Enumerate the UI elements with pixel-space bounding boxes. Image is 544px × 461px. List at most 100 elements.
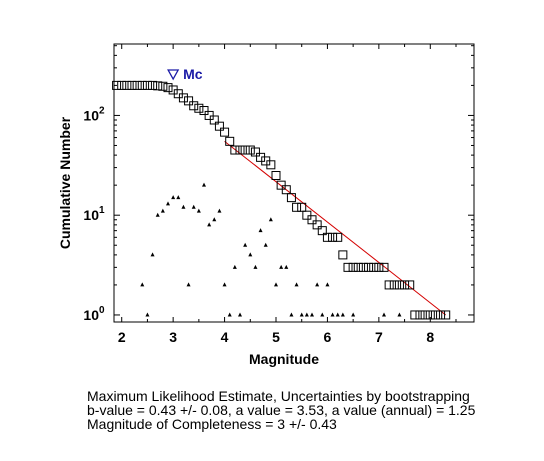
cumulative-point: [178, 93, 188, 103]
cumulative-point: [369, 262, 379, 272]
cumulative-point: [328, 232, 338, 242]
cumulative-point: [348, 262, 358, 272]
cumulative-point: [322, 232, 332, 242]
x-axis-label: Magnitude: [249, 351, 319, 367]
noncumulative-point: [279, 264, 284, 269]
noncumulative-point: [196, 208, 201, 213]
x-tick-label: 6: [324, 329, 332, 345]
cumulative-point: [122, 80, 132, 90]
cumulative-point: [400, 280, 410, 290]
cumulative-point: [297, 202, 307, 212]
cumulative-point: [117, 80, 127, 90]
cumulative-point: [415, 310, 425, 320]
y-axis-label: Cumulative Number: [57, 116, 73, 249]
noncumulative-point: [330, 312, 335, 317]
cumulative-point: [142, 80, 152, 90]
mc-label: Mc: [183, 66, 203, 82]
plot-frame: [113, 43, 475, 323]
cumulative-point: [389, 280, 399, 290]
cumulative-point: [281, 185, 291, 195]
cumulative-point: [379, 262, 389, 272]
cumulative-point: [302, 210, 312, 220]
cumulative-point: [420, 310, 430, 320]
noncumulative-point: [294, 282, 299, 287]
noncumulative-point: [325, 282, 330, 287]
noncumulative-point: [140, 282, 145, 287]
cumulative-point: [199, 106, 209, 116]
cumulative-point: [425, 310, 435, 320]
x-tick-label: 4: [221, 329, 229, 345]
cumulative-point: [127, 80, 137, 90]
x-tick-label: 3: [169, 329, 177, 345]
noncumulative-point: [340, 312, 345, 317]
noncumulative-point: [238, 312, 242, 317]
cumulative-point: [112, 80, 122, 90]
noncumulative-point: [310, 312, 314, 317]
noncumulative-point: [304, 312, 309, 317]
cumulative-point: [364, 262, 374, 272]
noncumulative-point: [263, 242, 268, 247]
noncumulative-point: [186, 282, 191, 287]
cumulative-point: [338, 250, 348, 260]
cumulative-point: [271, 170, 281, 180]
cumulative-point: [225, 136, 235, 146]
noncumulative-point: [253, 264, 258, 269]
noncumulative-point: [155, 212, 160, 217]
chart-axes: [113, 43, 475, 323]
noncumulative-point: [320, 312, 325, 317]
noncumulative-point: [351, 312, 356, 317]
noncumulative-point: [315, 282, 320, 287]
y-tick-label: 101: [83, 205, 105, 223]
cumulative-point: [441, 310, 451, 320]
cumulative-point: [374, 262, 384, 272]
noncumulative-point: [212, 217, 217, 222]
x-tick-label: 7: [375, 329, 383, 345]
cumulative-point: [307, 215, 317, 225]
noncumulative-point: [207, 222, 212, 227]
cumulative-point: [405, 280, 415, 290]
cumulative-point: [240, 145, 250, 155]
axis-labels: 2 3 4 5 6 7 8 100 101 102 Magnitude Cumulative Numb…: [57, 66, 434, 367]
noncumulative-point: [176, 195, 181, 200]
noncumulative-point: [232, 264, 237, 269]
cumulative-point: [292, 202, 302, 212]
cumulative-point: [189, 101, 199, 111]
cumulative-point: [384, 280, 394, 290]
noncumulative-series: [140, 182, 402, 317]
cumulative-point: [430, 310, 440, 320]
x-tick-label: 2: [118, 329, 126, 345]
noncumulative-point: [191, 204, 196, 209]
y-tick-label: 102: [83, 105, 105, 123]
noncumulative-point: [248, 252, 253, 257]
noncumulative-point: [397, 312, 402, 317]
cumulative-point: [132, 80, 142, 90]
cumulative-point: [163, 83, 173, 93]
cumulative-point: [343, 262, 353, 272]
noncumulative-point: [181, 204, 186, 209]
caption-b-value: b-value = 0.43 +/- 0.08, a value = 3.53,…: [87, 402, 476, 418]
noncumulative-point: [145, 312, 150, 317]
cumulative-point: [209, 115, 219, 125]
cumulative-point: [276, 180, 286, 190]
cumulative-point: [266, 160, 276, 170]
caption-mc: Magnitude of Completeness = 3 +/- 0.43: [87, 416, 337, 432]
noncumulative-point: [160, 208, 165, 213]
y-tick-label: 100: [83, 305, 105, 323]
cumulative-point: [333, 232, 343, 242]
cumulative-point: [204, 110, 214, 120]
noncumulative-point: [243, 242, 248, 247]
cumulative-point: [312, 220, 322, 230]
noncumulative-point: [258, 228, 263, 233]
noncumulative-point: [268, 217, 273, 222]
x-tick-label: 5: [272, 329, 280, 345]
cumulative-point: [250, 147, 260, 157]
cumulative-point: [410, 310, 420, 320]
noncumulative-point: [202, 182, 206, 187]
cumulative-point: [153, 81, 163, 91]
cumulative-point: [353, 262, 363, 272]
cumulative-point: [358, 262, 368, 272]
noncumulative-point: [171, 195, 176, 200]
mc-marker: [167, 69, 180, 81]
noncumulative-point: [335, 312, 340, 317]
